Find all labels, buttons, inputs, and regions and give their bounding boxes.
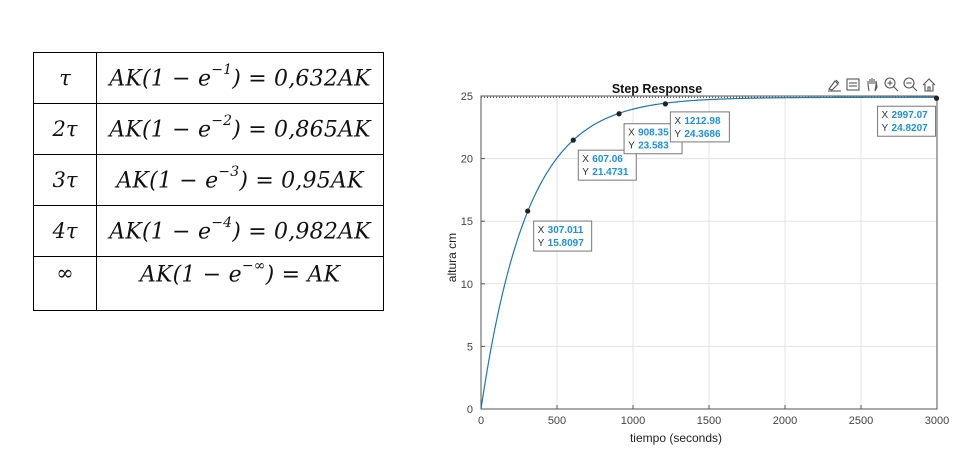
datatip-x-value: 1212.98 bbox=[684, 116, 721, 127]
time-constant-cell: τ bbox=[33, 52, 97, 104]
datatip-box bbox=[877, 105, 937, 137]
formula-result: ) = 0,982AK bbox=[232, 219, 371, 245]
x-tick-label: 1500 bbox=[697, 415, 721, 427]
y-tick-label: 0 bbox=[467, 404, 473, 416]
y-tick-label: 10 bbox=[461, 279, 473, 291]
formula-exponent: −1 bbox=[211, 61, 233, 78]
formula-cell: AK(1 − e−∞) = AK bbox=[96, 256, 384, 311]
home-icon[interactable] bbox=[922, 78, 936, 92]
formula-base: AK(1 − e bbox=[116, 168, 219, 194]
datatip-y-label: Y bbox=[882, 123, 889, 134]
time-constant-cell: 3τ bbox=[33, 154, 97, 206]
formula-exponent: −4 bbox=[211, 214, 233, 231]
datatip-y-label: Y bbox=[582, 167, 589, 178]
datatip-box bbox=[533, 220, 593, 252]
table-row: ∞ AK(1 − e−∞) = AK bbox=[33, 256, 384, 311]
brush-icon[interactable] bbox=[828, 79, 841, 92]
datatip-marker bbox=[662, 101, 668, 107]
x-tick-label: 500 bbox=[548, 415, 566, 427]
datatip-y-label: Y bbox=[538, 238, 545, 249]
datatip-marker bbox=[616, 111, 622, 117]
datatip-y-label: Y bbox=[674, 129, 681, 140]
datatip-x-value: 908.35 bbox=[638, 128, 669, 139]
datatip-box bbox=[577, 149, 637, 181]
formula-cell: AK(1 − e−1) = 0,632AK bbox=[96, 52, 384, 104]
datatip-x-label: X bbox=[582, 154, 589, 165]
axes-toolbar bbox=[828, 77, 936, 92]
datatip-x-value: 2997.07 bbox=[892, 110, 929, 121]
table-row: 3τ AK(1 − e−3) = 0,95AK bbox=[33, 154, 384, 206]
datatip[interactable]: X 2997.07Y 24.8207 bbox=[877, 95, 940, 137]
datatip-marker bbox=[933, 95, 940, 101]
table-row: 4τ AK(1 − e−4) = 0,982AK bbox=[33, 205, 384, 257]
datatip-y-value: 24.8207 bbox=[892, 123, 929, 134]
datatip-x-value: 607.06 bbox=[592, 154, 623, 165]
table-row: τ AK(1 − e−1) = 0,632AK bbox=[33, 52, 384, 104]
datatip-y-value: 24.3686 bbox=[684, 129, 721, 140]
formula-cell: AK(1 − e−2) = 0,865AK bbox=[96, 103, 384, 155]
formula-exponent: −3 bbox=[218, 163, 240, 180]
formula-base: AK(1 − e bbox=[139, 262, 242, 288]
zoom-out-icon[interactable] bbox=[903, 77, 918, 92]
datatip-marker bbox=[525, 208, 531, 214]
x-tick-label: 2500 bbox=[849, 415, 873, 427]
time-constant-cell: ∞ bbox=[33, 256, 97, 311]
datatip-x-label: X bbox=[538, 225, 545, 236]
step-response-line bbox=[480, 96, 937, 410]
datatip[interactable]: X 607.06Y 21.4731 bbox=[570, 137, 637, 181]
datatip-marker bbox=[570, 137, 576, 143]
formula-exponent: −2 bbox=[211, 112, 233, 129]
y-tick-label: 15 bbox=[461, 216, 473, 228]
time-constant-table: τ AK(1 − e−1) = 0,632AK 2τ AK(1 − e−2) = 0,… bbox=[33, 52, 384, 311]
formula-base: AK(1 − e bbox=[109, 66, 212, 92]
formula-base: AK(1 − e bbox=[109, 117, 212, 143]
x-axis-label: tiempo (seconds) bbox=[630, 431, 722, 445]
datatip-y-value: 15.8097 bbox=[548, 238, 585, 249]
formula-exponent: −∞ bbox=[241, 258, 266, 274]
datatip-x-label: X bbox=[882, 110, 889, 121]
formula-result: ) = 0,95AK bbox=[239, 168, 364, 194]
y-tick-label: 25 bbox=[461, 91, 473, 103]
datatip-y-value: 21.4731 bbox=[592, 167, 629, 178]
x-tick-label: 3000 bbox=[925, 415, 949, 427]
formula-result: ) = AK bbox=[265, 262, 341, 288]
formula-result: ) = 0,632AK bbox=[232, 66, 371, 92]
y-tick-label: 20 bbox=[461, 154, 473, 166]
datatip[interactable]: X 1212.98Y 24.3686 bbox=[662, 101, 730, 143]
formula-cell: AK(1 − e−4) = 0,982AK bbox=[96, 205, 384, 257]
formula-cell: AK(1 − e−3) = 0,95AK bbox=[96, 154, 384, 206]
datatip-x-label: X bbox=[674, 116, 681, 127]
pan-hand-icon[interactable] bbox=[867, 78, 878, 92]
datatip-x-label: X bbox=[628, 128, 635, 139]
y-tick-label: 5 bbox=[467, 341, 473, 353]
datatip-x-value: 307.011 bbox=[548, 225, 584, 236]
datatip-box bbox=[669, 111, 730, 143]
formula-base: AK(1 − e bbox=[109, 219, 212, 245]
formula-result: ) = 0,865AK bbox=[232, 117, 371, 143]
chart-title: Step Response bbox=[612, 82, 702, 96]
y-axis-label: altura cm bbox=[445, 233, 459, 282]
x-tick-label: 1000 bbox=[621, 415, 645, 427]
table-row: 2τ AK(1 − e−2) = 0,865AK bbox=[33, 103, 384, 155]
datatip-y-label: Y bbox=[628, 141, 635, 152]
x-tick-label: 0 bbox=[478, 415, 484, 427]
datatip-y-value: 23.583 bbox=[638, 141, 669, 152]
datatip-icon[interactable] bbox=[846, 78, 860, 91]
x-tick-label: 2000 bbox=[773, 415, 797, 427]
zoom-in-icon[interactable] bbox=[884, 77, 899, 92]
